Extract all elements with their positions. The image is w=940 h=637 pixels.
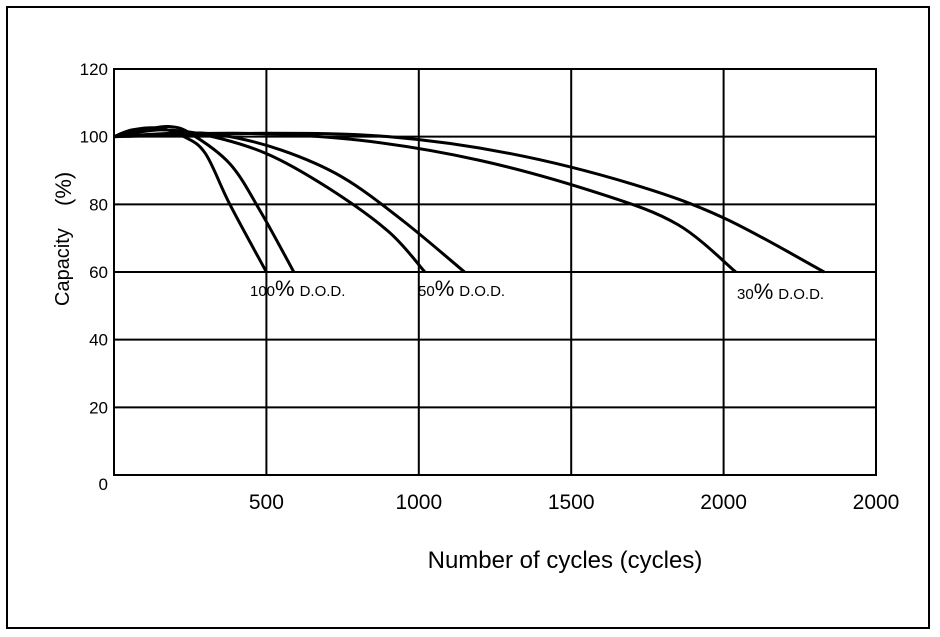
annotation-50-number: 50 [418,283,435,300]
annotation-100-dod: 100% D.O.D. [250,276,345,301]
annotation-30-dod-text: D.O.D. [778,286,824,303]
series-line-0-0 [113,126,268,273]
y-tick-label: 20 [89,398,108,417]
annotation-50-dod-text: D.O.D. [459,283,505,300]
series-curves [113,124,825,274]
annotation-50-dod: 50% D.O.D. [418,276,505,301]
y-tick-label: 80 [89,195,108,214]
x-tick-label: 2000 [700,491,747,514]
plot-area [113,68,877,476]
x-tick-label: 1000 [395,491,442,514]
x-tick-label: 2000 [853,491,900,514]
x-tick-label: 500 [249,491,284,514]
series-line-1-0 [113,128,427,274]
y-tick-label: 60 [89,263,108,282]
annotation-100-number: 100 [250,283,275,300]
y-axis-label-group: Capacity (%) [51,172,76,306]
series-line-1-1 [113,131,466,274]
y-tick-label: 0 [99,475,108,494]
x-axis-ticks: 500 1000 1500 2000 2000 [249,491,899,514]
annotation-100-percent: % [275,276,295,301]
annotation-30-number: 30 [737,286,754,303]
y-axis-unit: (%) [51,172,76,206]
x-tick-label: 1500 [548,491,595,514]
y-tick-label: 120 [80,60,108,79]
chart-frame [6,6,930,629]
grid-lines [114,69,876,475]
y-axis-ticks: 0 20 40 60 80 100 120 [80,60,108,494]
svg-text:100%D.O.D.: 100% D.O.D. [250,276,345,301]
annotation-30-dod: 30% D.O.D. [737,279,824,304]
series-line-2-1 [113,131,825,274]
svg-text:30%D.O.D.: 30% D.O.D. [737,279,824,304]
annotation-50-percent: % [435,276,455,301]
y-tick-label: 40 [89,331,108,350]
annotation-30-percent: % [754,279,774,304]
svg-text:50%D.O.D.: 50% D.O.D. [418,276,505,301]
y-axis-label: Capacity [52,228,74,306]
x-axis-label: Number of cycles (cycles) [428,547,703,574]
y-tick-label: 100 [80,128,108,147]
annotation-100-dod-text: D.O.D. [300,283,346,300]
